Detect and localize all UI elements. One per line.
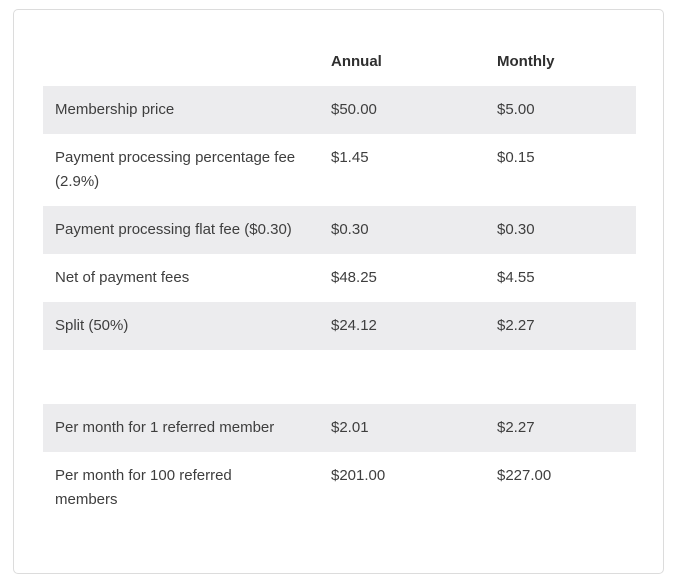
table-header-row: Annual Monthly [43,32,636,86]
row-label: Membership price [55,101,175,118]
monthly-value: $0.15 [497,149,535,166]
monthly-value: $5.00 [497,101,535,118]
annual-value: $48.25 [331,269,377,286]
row-label: Split (50%) [55,317,129,334]
table-row-split: Split (50%) $24.12 $2.27 [43,302,636,350]
header-label-spacer [43,74,319,86]
table-row-per-month-100-members: Per month for 100 referred members $201.… [43,452,636,524]
monthly-value: $2.27 [497,419,535,436]
table-row-flat-fee: Payment processing flat fee ($0.30) $0.3… [43,206,636,254]
annual-value: $24.12 [331,317,377,334]
monthly-value: $0.30 [497,221,535,238]
pricing-card: Annual Monthly Membership price $50.00 $… [13,9,664,574]
row-label: Payment processing percentage fee (2.9%) [55,149,296,190]
column-header-annual: Annual [331,53,382,70]
monthly-value [485,350,636,374]
monthly-value: $4.55 [497,269,535,286]
annual-value: $50.00 [331,101,377,118]
annual-value: $1.45 [331,149,369,166]
annual-value: $201.00 [331,467,386,484]
pricing-table: Annual Monthly Membership price $50.00 $… [43,32,636,524]
monthly-value: $227.00 [497,467,552,484]
table-row-spacer [43,350,636,404]
row-label: Per month for 1 referred member [55,419,275,436]
annual-value: $0.30 [331,221,369,238]
row-label: Per month for 100 referred members [55,467,232,508]
monthly-value: $2.27 [497,317,535,334]
table-row-net-of-fees: Net of payment fees $48.25 $4.55 [43,254,636,302]
table-row-membership-price: Membership price $50.00 $5.00 [43,86,636,134]
column-header-monthly: Monthly [497,53,555,70]
annual-value [319,350,485,374]
row-label: Net of payment fees [55,269,190,286]
row-label: Payment processing flat fee ($0.30) [55,221,292,238]
table-row-percentage-fee: Payment processing percentage fee (2.9%)… [43,134,636,206]
table-row-per-month-1-member: Per month for 1 referred member $2.01 $2… [43,404,636,452]
row-label [43,350,319,374]
annual-value: $2.01 [331,419,369,436]
